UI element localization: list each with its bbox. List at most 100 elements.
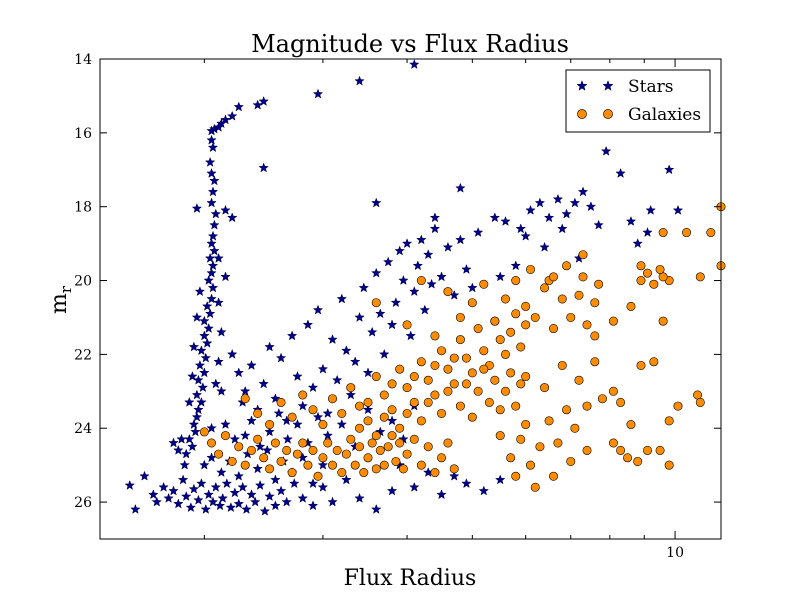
stars-point	[204, 308, 216, 319]
galaxies-point	[490, 375, 500, 385]
stars-point	[176, 433, 187, 444]
galaxies-point	[416, 276, 426, 286]
legend-entries: Stars Galaxies	[576, 77, 701, 125]
stars-point	[184, 396, 195, 407]
stars-point	[207, 230, 219, 241]
galaxies-point	[355, 401, 365, 411]
galaxies-point	[227, 456, 237, 466]
galaxies-point	[664, 460, 674, 470]
galaxies-point	[479, 364, 489, 374]
galaxies-point	[402, 408, 412, 418]
galaxies-point	[337, 408, 347, 418]
stars-point	[494, 271, 506, 282]
legend-marker-galaxies	[577, 109, 587, 119]
stars-point	[297, 400, 308, 411]
galaxies-point	[328, 394, 338, 404]
stars-point	[180, 448, 192, 459]
stars-point	[366, 326, 378, 337]
galaxies-point	[500, 386, 510, 396]
galaxies-point	[540, 283, 550, 293]
x-tick-label: 10	[666, 545, 684, 561]
stars-point	[207, 282, 219, 293]
galaxies-point	[658, 228, 668, 238]
galaxies-point	[303, 460, 313, 470]
stars-point	[515, 223, 526, 234]
galaxies-point	[240, 394, 250, 404]
stars-point	[258, 162, 269, 173]
stars-point	[213, 356, 224, 367]
stars-point	[124, 479, 136, 490]
galaxies-point	[409, 434, 419, 444]
galaxies-point	[562, 405, 572, 415]
y-tick-label: 14	[74, 52, 92, 68]
galaxies-point	[706, 228, 716, 238]
stars-point	[354, 311, 365, 322]
galaxies-point	[387, 379, 397, 389]
galaxies-point	[506, 453, 516, 463]
stars-point	[370, 197, 382, 208]
stars-point	[200, 503, 212, 514]
stars-point	[209, 219, 220, 230]
stars-point	[188, 419, 200, 429]
galaxies-point	[623, 453, 633, 463]
galaxies-point	[214, 449, 224, 459]
galaxies-point	[557, 294, 567, 304]
stars-point	[455, 234, 466, 245]
galaxies-point	[682, 228, 692, 238]
stars-point	[436, 489, 447, 500]
stars-point	[206, 134, 217, 145]
galaxies-point	[253, 434, 263, 444]
stars-point	[130, 503, 141, 514]
galaxies-point	[402, 320, 412, 330]
stars-point	[226, 212, 238, 223]
stars-point	[220, 271, 231, 282]
galaxies-point	[318, 453, 328, 463]
galaxies-point	[608, 386, 618, 396]
stars-point	[188, 341, 200, 352]
stars-point	[510, 260, 521, 271]
stars-point	[206, 197, 217, 208]
stars-point	[191, 389, 203, 400]
galaxies-point	[328, 460, 338, 470]
galaxies-point	[292, 449, 302, 459]
stars-point	[292, 419, 303, 429]
stars-point	[539, 241, 550, 252]
stars-point	[275, 485, 287, 496]
galaxies-point	[371, 464, 381, 474]
stars-point	[557, 223, 568, 234]
galaxies-point	[500, 294, 510, 304]
stars-point	[494, 474, 506, 485]
galaxies-point	[350, 460, 360, 470]
galaxies-point	[495, 405, 505, 415]
stars-point	[200, 352, 212, 363]
axis-ticks: 14 16 18 20 22 24 26 10	[74, 52, 721, 561]
stars-point	[158, 481, 169, 492]
galaxies-point	[511, 309, 521, 319]
stars-point	[258, 378, 269, 389]
stars-point	[209, 175, 220, 186]
galaxies-point	[695, 272, 705, 282]
galaxies-point	[430, 331, 440, 341]
galaxies-point	[544, 416, 554, 426]
legend-label-galaxies: Galaxies	[628, 105, 701, 125]
stars-point	[270, 474, 281, 485]
galaxies-point	[506, 368, 516, 378]
stars-point	[203, 323, 214, 333]
stars-point	[199, 459, 210, 470]
galaxies-point	[495, 335, 505, 345]
galaxies-point	[308, 405, 318, 415]
plot-frame	[99, 58, 722, 540]
galaxies-point	[395, 364, 405, 374]
galaxies-point	[516, 379, 526, 389]
stars-point	[615, 167, 626, 178]
galaxies-point	[416, 416, 426, 426]
galaxies-point	[423, 397, 433, 407]
legend-marker-stars	[576, 80, 588, 91]
galaxies-point	[455, 312, 465, 322]
galaxies-point	[409, 372, 419, 382]
y-tick-label: 24	[74, 421, 92, 437]
stars-point	[241, 503, 252, 514]
galaxies-point	[562, 261, 572, 271]
galaxies-point	[443, 287, 453, 297]
